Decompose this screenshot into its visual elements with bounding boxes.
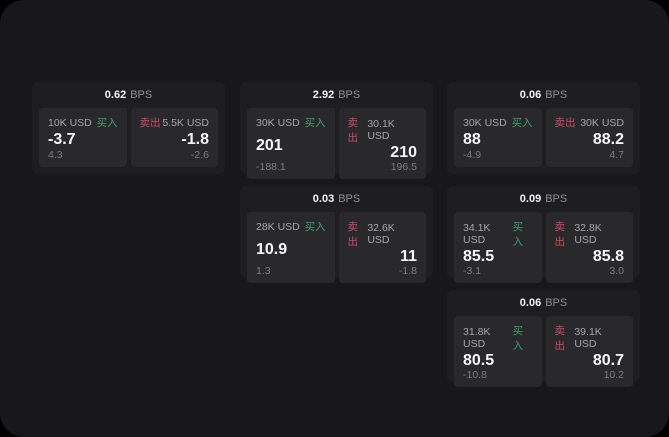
sell-price: -1.8: [181, 130, 209, 148]
sell-panel[interactable]: 卖出 5.5K USD -1.8 -2.6: [130, 108, 218, 167]
spread-unit: BPS: [545, 89, 568, 101]
sell-label: 卖出: [347, 117, 359, 144]
quote-card: 2.92 BPS 30K USD 买入 201 -188.1 卖出 30.1K …: [240, 82, 433, 179]
sell-label: 卖出: [554, 221, 566, 248]
spread-header: 0.06 BPS: [454, 82, 633, 108]
buy-change: 4.3: [48, 149, 63, 161]
spread-unit: BPS: [130, 89, 153, 101]
spread-value: 0.03: [312, 193, 335, 205]
sell-price: 88.2: [592, 130, 624, 148]
buy-change: -10.8: [463, 369, 487, 381]
spread-value: 0.09: [519, 193, 542, 205]
buy-panel[interactable]: 31.8K USD 买入 80.5 -10.8: [454, 316, 542, 387]
sell-price: 210: [390, 144, 417, 161]
buy-label: 买入: [512, 221, 524, 248]
spread-value: 0.06: [519, 297, 542, 309]
quote-card: 0.06 BPS 31.8K USD 买入 80.5 -10.8 卖出 39.1…: [447, 290, 640, 387]
sell-price: 80.7: [592, 352, 624, 369]
sell-amount: 39.1K USD: [574, 326, 602, 350]
quote-card: 0.03 BPS 28K USD 买入 10.9 1.3 卖出 32.6K US…: [240, 186, 433, 283]
sell-panel[interactable]: 卖出 39.1K USD 80.7 10.2: [545, 316, 633, 387]
buy-change: 1.3: [256, 265, 271, 277]
sell-change: 10.2: [603, 369, 624, 381]
buy-amount: 31.8K USD: [463, 326, 491, 350]
sell-panel[interactable]: 卖出 30.1K USD 210 196.5: [338, 108, 426, 179]
buy-change: -188.1: [256, 161, 286, 173]
spread-value: 0.62: [104, 89, 127, 101]
buy-price: 80.5: [463, 352, 495, 369]
spread-header: 0.06 BPS: [454, 290, 633, 316]
buy-panel[interactable]: 28K USD 买入 10.9 1.3: [247, 212, 335, 283]
buy-amount: 28K USD: [256, 220, 300, 233]
spread-unit: BPS: [338, 89, 361, 101]
buy-panel[interactable]: 10K USD 买入 -3.7 4.3: [39, 108, 127, 167]
sell-panel[interactable]: 卖出 32.6K USD 11 -1.8: [338, 212, 426, 283]
spread-header: 0.03 BPS: [247, 186, 426, 212]
sell-change: -2.6: [190, 149, 209, 161]
buy-panel[interactable]: 34.1K USD 买入 85.5 -3.1: [454, 212, 542, 283]
buy-amount: 10K USD: [48, 116, 92, 129]
buy-price: 10.9: [256, 240, 288, 258]
sell-panel[interactable]: 卖出 30K USD 88.2 4.7: [545, 108, 633, 167]
buy-change: -3.1: [463, 265, 482, 277]
spread-header: 0.09 BPS: [454, 186, 633, 212]
spread-value: 2.92: [312, 89, 335, 101]
buy-panel[interactable]: 30K USD 买入 201 -188.1: [247, 108, 335, 179]
sell-price: 85.8: [592, 248, 624, 265]
sell-change: 196.5: [390, 161, 417, 173]
sell-change: -1.8: [398, 265, 417, 277]
sell-change: 4.7: [609, 149, 624, 161]
sell-amount: 30K USD: [580, 116, 624, 129]
buy-price: -3.7: [48, 130, 76, 148]
buy-label: 买入: [304, 221, 326, 233]
sell-label: 卖出: [554, 117, 576, 129]
buy-amount: 34.1K USD: [463, 222, 491, 246]
sell-label: 卖出: [139, 117, 161, 129]
spread-header: 2.92 BPS: [247, 82, 426, 108]
sell-change: 3.0: [609, 265, 624, 277]
quote-card: 0.09 BPS 34.1K USD 买入 85.5 -3.1 卖出 32.8K…: [447, 186, 640, 283]
sell-label: 卖出: [347, 221, 359, 248]
buy-label: 买入: [96, 117, 118, 129]
buy-change: -4.9: [463, 149, 482, 161]
sell-amount: 30.1K USD: [367, 118, 395, 142]
buy-label: 买入: [304, 117, 326, 129]
buy-price: 88: [463, 130, 481, 148]
sell-amount: 5.5K USD: [162, 116, 209, 129]
quote-card: 0.62 BPS 10K USD 买入 -3.7 4.3 卖出 5.5K USD…: [32, 82, 225, 174]
spread-header: 0.62 BPS: [39, 82, 218, 108]
buy-amount: 30K USD: [256, 116, 300, 129]
spread-unit: BPS: [545, 297, 568, 309]
sell-label: 卖出: [554, 325, 566, 352]
spread-unit: BPS: [338, 193, 361, 205]
buy-amount: 30K USD: [463, 116, 507, 129]
quote-card: 0.06 BPS 30K USD 买入 88 -4.9 卖出 30K USD 8…: [447, 82, 640, 174]
spread-unit: BPS: [545, 193, 568, 205]
sell-price: 11: [400, 248, 417, 265]
sell-amount: 32.8K USD: [574, 222, 602, 246]
buy-price: 85.5: [463, 248, 495, 265]
buy-panel[interactable]: 30K USD 买入 88 -4.9: [454, 108, 542, 167]
buy-label: 买入: [512, 325, 524, 352]
buy-label: 买入: [511, 117, 533, 129]
spread-value: 0.06: [519, 89, 542, 101]
sell-panel[interactable]: 卖出 32.8K USD 85.8 3.0: [545, 212, 633, 283]
sell-amount: 32.6K USD: [367, 222, 395, 246]
buy-price: 201: [256, 136, 283, 154]
